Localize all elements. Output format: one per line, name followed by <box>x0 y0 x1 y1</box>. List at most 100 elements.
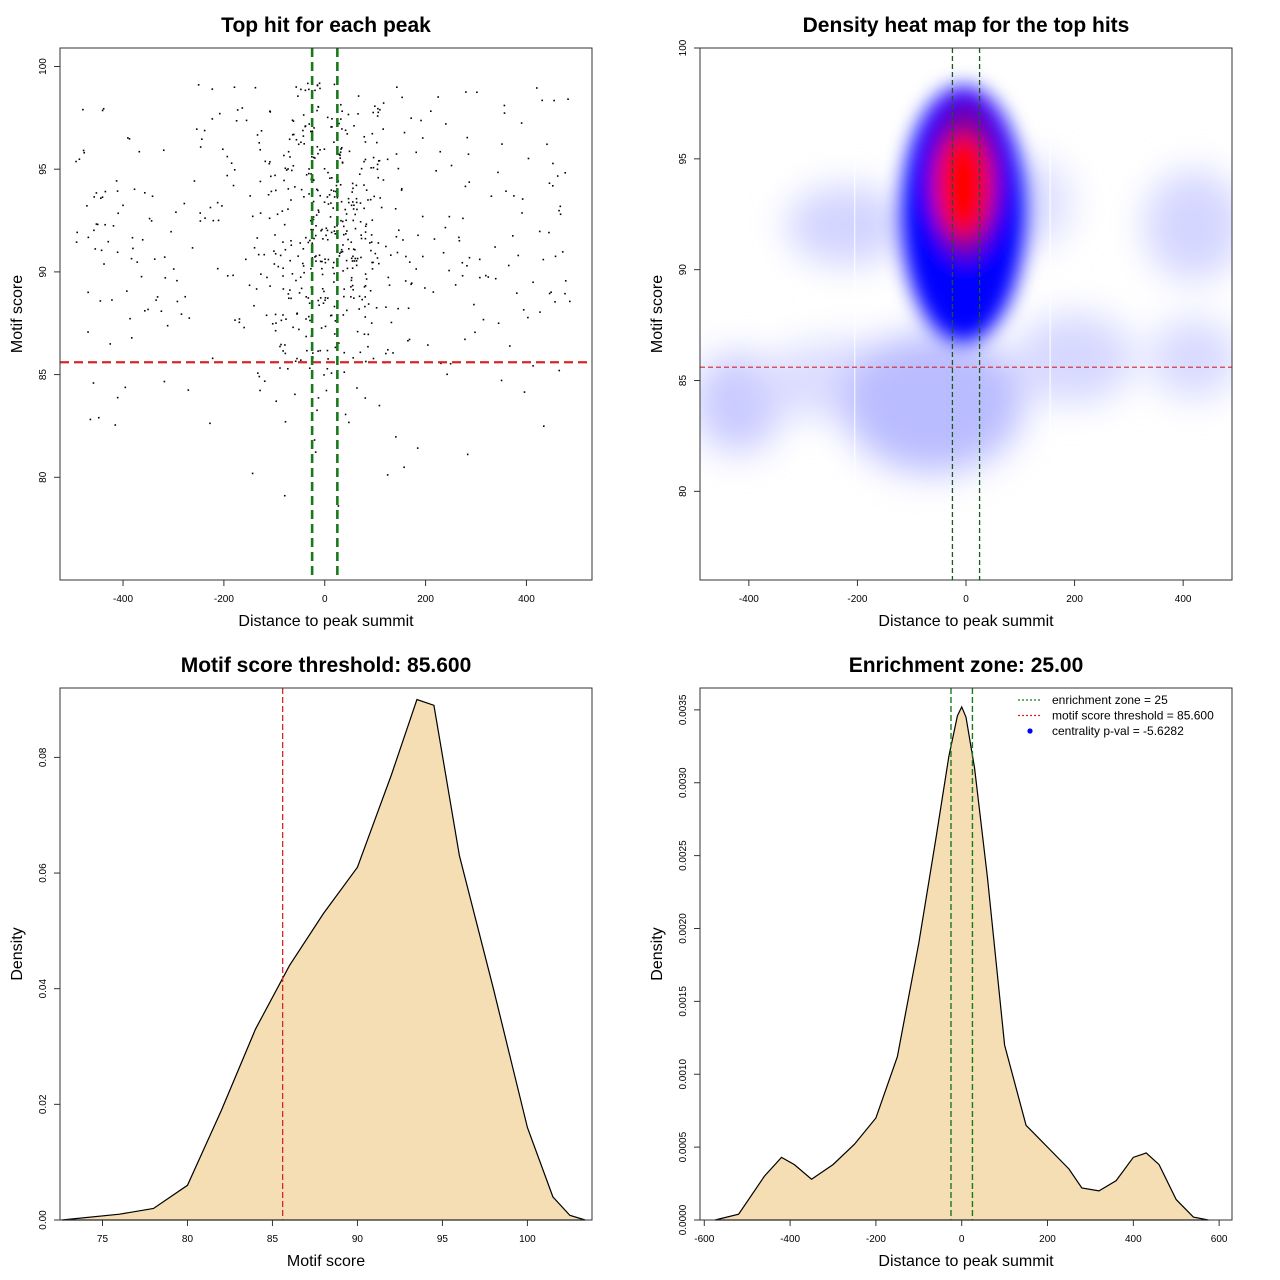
scatter-point <box>439 150 442 153</box>
scatter-point <box>315 255 317 257</box>
scatter-point <box>326 238 329 241</box>
scatter-point <box>340 118 342 120</box>
scatter-point <box>308 193 310 195</box>
scatter-point <box>280 319 283 322</box>
scatter-point <box>338 153 341 156</box>
scatter-point <box>344 129 347 132</box>
scatter-point <box>141 239 144 241</box>
scatter-point <box>509 345 511 347</box>
scatter-point <box>333 281 335 283</box>
scatter-point <box>221 205 223 207</box>
scatter-point <box>490 195 493 198</box>
y-tick-label: 90 <box>678 264 689 276</box>
scatter-point <box>385 306 387 308</box>
scatter-point <box>340 148 342 150</box>
scatter-point <box>402 239 404 241</box>
scatter-point <box>150 220 153 222</box>
scatter-point <box>317 105 319 108</box>
scatter-point <box>209 422 211 425</box>
scatter-point <box>435 169 437 172</box>
scatter-point <box>265 314 268 317</box>
scatter-point <box>348 421 350 424</box>
scatter-point <box>289 156 291 158</box>
scatter-point <box>364 225 367 228</box>
scatter-point <box>232 274 234 277</box>
scatter-point <box>78 158 81 161</box>
scatter-point <box>316 145 319 148</box>
scatter-point <box>374 252 377 255</box>
scatter-point <box>341 128 343 130</box>
heatmap-panel: Density heat map for the top hits Distanc… <box>649 14 1233 630</box>
scatter-point <box>347 113 350 116</box>
scatter-point <box>346 230 348 232</box>
scatter-point <box>75 160 77 163</box>
scatter-point <box>448 269 450 272</box>
scatter-point <box>315 225 317 227</box>
scatter-point <box>376 163 379 166</box>
scatter-point <box>294 360 297 363</box>
scatter-point <box>387 276 390 279</box>
scatter-point <box>314 89 316 92</box>
chart-title: Enrichment zone: 25.00 <box>849 654 1084 677</box>
y-tick-label: 100 <box>678 39 689 56</box>
scatter-point <box>311 257 314 259</box>
scatter-point <box>377 176 380 179</box>
scatter-point <box>332 266 334 269</box>
scatter-point <box>464 338 466 341</box>
scatter-point <box>446 373 448 376</box>
scatter-point <box>282 267 284 270</box>
scatter-point <box>532 281 534 284</box>
scatter-point <box>363 160 365 163</box>
x-tick-label: 80 <box>182 1234 194 1245</box>
scatter-point <box>287 293 290 295</box>
scatter-point <box>352 201 354 203</box>
scatter-point <box>449 362 452 365</box>
x-tick-label: 0 <box>959 1234 965 1245</box>
scatter-point <box>420 119 422 122</box>
scatter-point <box>289 289 291 291</box>
scatter-point <box>359 202 362 204</box>
scatter-point <box>308 302 311 304</box>
scatter-point <box>331 117 333 120</box>
scatter-point <box>236 109 239 111</box>
scatter-point <box>403 466 405 469</box>
scatter-point <box>370 322 373 324</box>
scatter-point <box>372 357 375 360</box>
scatter-point <box>275 322 277 324</box>
scatter-point <box>334 232 337 235</box>
scatter-point <box>546 143 548 146</box>
x-axis-label: Motif score <box>287 1253 365 1270</box>
x-axis-label: Distance to peak summit <box>238 613 414 630</box>
scatter-point <box>445 123 447 125</box>
scatter-point <box>363 207 365 210</box>
scatter-point <box>307 82 309 85</box>
scatter-point <box>433 238 436 240</box>
scatter-point <box>372 261 374 264</box>
scatter-point <box>256 134 259 136</box>
scatter-point <box>309 239 311 242</box>
scatter-point <box>360 256 362 259</box>
scatter-point <box>494 277 497 280</box>
density-fill <box>715 706 1209 1220</box>
scatter-point <box>300 287 303 290</box>
x-tick-label: 100 <box>519 1234 536 1245</box>
scatter-point <box>282 288 285 290</box>
scatter-point <box>291 169 293 172</box>
scatter-point <box>408 261 411 263</box>
scatter-point <box>371 268 374 270</box>
scatter-point <box>259 148 262 151</box>
scatter-point <box>505 190 507 192</box>
scatter-point <box>561 251 564 253</box>
scatter-point <box>350 279 353 282</box>
scatter-point <box>313 237 315 240</box>
scatter-point <box>552 162 554 165</box>
scatter-point <box>351 267 354 269</box>
scatter-point <box>343 295 345 298</box>
scatter-point <box>321 273 324 276</box>
scatter-point <box>338 122 340 125</box>
scatter-point <box>93 196 96 198</box>
scatter-point <box>319 297 322 299</box>
scatter-point <box>312 218 315 221</box>
scatter-point <box>193 180 196 182</box>
scatter-point <box>338 342 340 344</box>
